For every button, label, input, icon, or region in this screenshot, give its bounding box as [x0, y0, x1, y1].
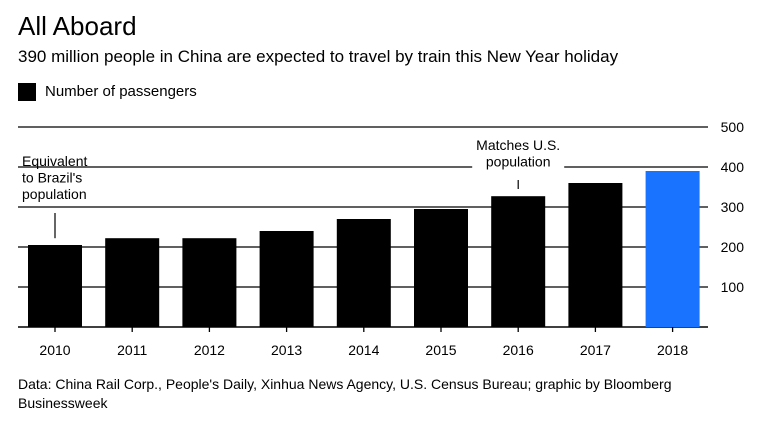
chart-title: All Aboard: [18, 11, 137, 41]
legend-swatch: [18, 83, 36, 101]
x-tick-label-2013: 2013: [271, 342, 302, 358]
bar-2010: [28, 245, 82, 327]
y-tick-label-100: 100: [721, 279, 745, 295]
legend-label: Number of passengers: [45, 83, 197, 100]
bar-2013: [259, 231, 314, 327]
legend: Number of passengers: [18, 82, 197, 102]
x-tick-label-2012: 2012: [194, 342, 225, 358]
bar-2011: [105, 238, 160, 327]
x-tick-label-2014: 2014: [348, 342, 379, 358]
y-tick-label-500: 500: [721, 119, 745, 135]
x-tick-label-2010: 2010: [39, 342, 70, 358]
x-tick-label-2011: 2011: [117, 342, 147, 358]
y-tick-label-300: 300: [721, 199, 745, 215]
chart-subtitle: 390 million people in China are expected…: [18, 47, 619, 66]
bar-2016: [491, 196, 546, 327]
x-tick-label-2017: 2017: [580, 342, 611, 358]
bar-2012: [182, 238, 237, 327]
annotation-brazil-line-1: Equivalent: [22, 153, 87, 169]
y-tick-label-400: 400: [721, 159, 745, 175]
bar-2017: [568, 183, 623, 327]
annotation-brazil-line-3: population: [22, 186, 87, 202]
annotation-us-line-2: population: [486, 154, 551, 170]
bar-2018: [645, 171, 700, 327]
annotation-brazil-line-2: to Brazil's: [22, 170, 82, 186]
annotation-us-mask: [472, 135, 565, 171]
x-tick-label-2018: 2018: [657, 342, 688, 358]
x-tick-label-2015: 2015: [425, 342, 456, 358]
annotation-us-line-1: Matches U.S.: [476, 137, 560, 153]
bar-2014: [336, 219, 391, 327]
x-tick-label-2016: 2016: [503, 342, 534, 358]
source-note: Data: China Rail Corp., People's Daily, …: [18, 376, 672, 411]
y-tick-label-200: 200: [721, 239, 745, 255]
bar-2015: [414, 209, 468, 327]
